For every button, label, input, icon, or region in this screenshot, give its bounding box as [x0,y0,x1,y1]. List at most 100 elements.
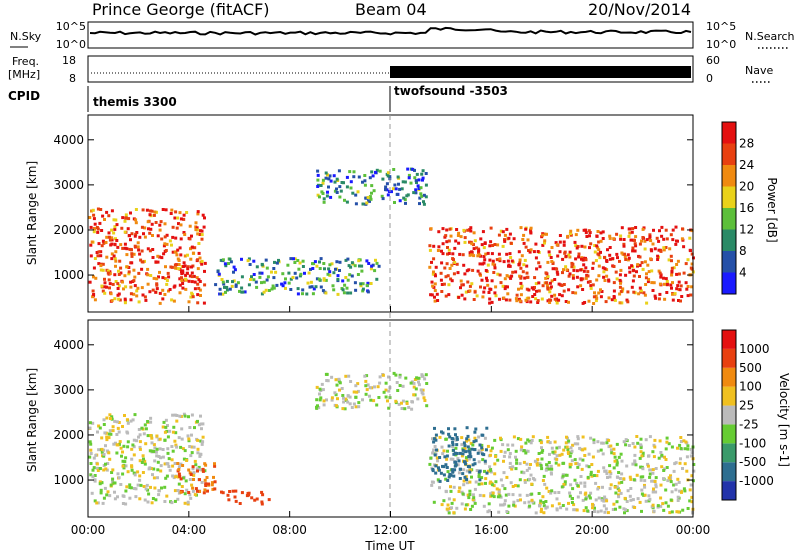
heat-cell [623,245,626,248]
heat-cell [663,283,666,286]
heat-cell [544,507,547,510]
heat-cell [597,230,600,233]
heat-cell [387,193,390,196]
heat-cell [477,436,480,439]
heat-cell [434,282,437,285]
heat-cell [124,490,127,493]
heat-cell [444,234,447,237]
heat-cell [385,382,388,385]
heat-cell [553,294,556,297]
heat-cell [675,263,678,266]
heat-cell [602,237,605,240]
heat-cell [641,475,644,478]
heat-cell [151,501,154,504]
heat-cell [489,481,492,484]
heat-cell [418,377,421,380]
heat-cell [457,242,460,245]
heat-cell [462,449,465,452]
heat-cell [120,227,123,230]
heat-cell [564,480,567,483]
heat-cell [638,275,641,278]
heat-cell [88,216,91,219]
heat-cell [550,473,553,476]
heat-cell [223,286,226,289]
heat-cell [647,465,650,468]
heat-cell [175,253,178,256]
heat-cell [201,233,204,236]
heat-cell [473,298,476,301]
heat-cell [658,297,661,300]
heat-cell [465,503,468,506]
heat-cell [639,457,642,460]
heat-cell [590,287,593,290]
heat-cell [416,397,419,400]
heat-cell [184,502,187,505]
heat-cell [445,490,448,493]
heat-cell [541,234,544,237]
heat-cell [586,270,589,273]
heat-cell [336,278,339,281]
heat-cell [616,443,619,446]
heat-cell [680,447,683,450]
heat-cell [572,269,575,272]
heat-cell [451,252,454,255]
heat-cell [95,502,98,505]
heat-cell [437,249,440,252]
heat-cell [206,490,209,493]
heat-cell [440,272,443,275]
heat-cell [194,281,197,284]
heat-cell [488,291,491,294]
heat-cell [323,267,326,270]
heat-cell [503,471,506,474]
heat-cell [683,487,686,490]
heat-cell [124,231,127,234]
heat-cell [613,452,616,455]
heat-cell [589,280,592,283]
heat-cell [507,505,510,508]
heat-cell [445,229,448,232]
heat-cell [620,481,623,484]
heat-cell [583,485,586,488]
heat-cell [559,506,562,509]
heat-cell [444,463,447,466]
xtick-label: 00:00 [71,523,106,537]
heat-cell [487,445,490,448]
heat-cell [167,465,170,468]
heat-cell [94,223,97,226]
heat-cell [533,250,536,253]
heat-cell [618,489,621,492]
heat-cell [339,261,342,264]
heat-cell [596,252,599,255]
heat-cell [412,191,415,194]
heat-cell [597,292,600,295]
heat-cell [289,257,292,260]
heat-cell [639,287,642,290]
heat-cell [369,386,372,389]
nave-label: Nave [745,64,773,77]
heat-cell [142,454,145,457]
heat-cell [615,233,618,236]
colorbar-tick-label: -1000 [739,474,774,488]
heat-cell [335,404,338,407]
heat-cell [440,261,443,264]
heat-cell [519,462,522,465]
heat-cell [479,237,482,240]
heat-cell [659,276,662,279]
xtick-label: 08:00 [272,523,307,537]
heat-cell [562,504,565,507]
heat-cell [459,452,462,455]
heat-cell [685,288,688,291]
heat-cell [331,396,334,399]
heat-cell [666,283,669,286]
heat-cell [648,498,651,501]
heat-cell [366,388,369,391]
heat-cell [593,510,596,513]
heat-cell [494,266,497,269]
heat-cell [328,263,331,266]
heat-cell [620,472,623,475]
heat-cell [358,176,361,179]
heat-cell [194,287,197,290]
heat-cell [520,226,523,229]
heat-cell [504,499,507,502]
heat-cell [136,470,139,473]
